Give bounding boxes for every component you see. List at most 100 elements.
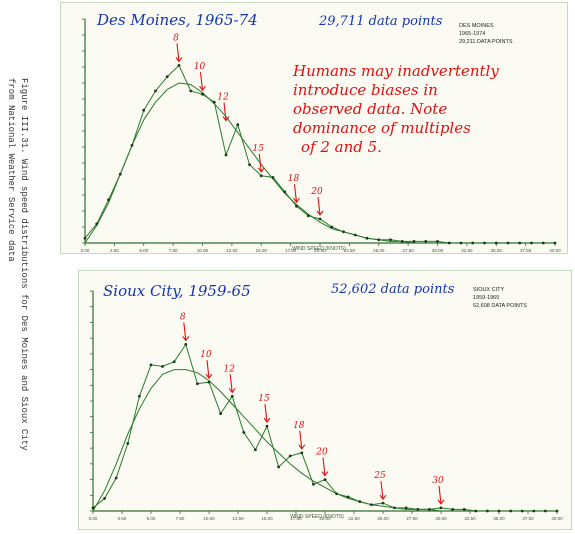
sioux-city-chart-panel: 0.00 2.50 5.00 7.50 10.00 12.50 15.00 17.50 20.0… <box>78 270 572 530</box>
data-point <box>555 509 559 513</box>
data-point <box>436 240 439 243</box>
x-tick-label: 15.00 <box>261 516 273 521</box>
x-tick-label: 5.00 <box>139 248 148 253</box>
x-tick-label: 12.50 <box>232 516 244 521</box>
data-point <box>506 241 510 245</box>
annotation-arrowhead <box>199 85 206 92</box>
x-tick-label: 37.50 <box>522 516 534 521</box>
data-point <box>306 214 310 218</box>
data-point <box>91 506 95 510</box>
sioux-city-chart: 0.00 2.50 5.00 7.50 10.00 12.50 15.00 17.50 20.0… <box>89 282 564 521</box>
data-point <box>300 451 304 455</box>
annotation-label: 20 <box>315 448 328 458</box>
annotation-arrow <box>206 360 210 379</box>
data-point <box>330 225 334 229</box>
data-point <box>553 241 557 245</box>
annotation-arrowhead <box>257 167 265 173</box>
annotation-arrow <box>299 430 303 449</box>
legend-line: DES MOINES <box>459 23 494 29</box>
data-point <box>416 508 420 511</box>
data-point <box>189 89 193 93</box>
annotation-arrowhead <box>293 197 300 204</box>
data-point <box>161 365 164 368</box>
x-tick-label: 25.00 <box>377 516 389 521</box>
data-point <box>295 204 298 208</box>
annotation-arrowhead <box>205 373 213 380</box>
data-point <box>358 500 362 503</box>
data-point <box>459 241 463 245</box>
x-tick-label: 27.50 <box>406 516 418 521</box>
annotation-arrow <box>176 43 180 62</box>
data-point <box>107 198 110 202</box>
data-point <box>224 153 228 157</box>
annotation-arrow <box>183 322 187 341</box>
annotation-label: 25 <box>373 471 386 481</box>
des-moines-chart: 0.00 2.50 5.00 7.50 10.00 12.50 15.00 17.50 20.0… <box>81 11 562 253</box>
annotation-arrowhead <box>379 494 387 501</box>
annotation-label: 18 <box>293 421 305 431</box>
data-point <box>212 100 216 104</box>
data-point <box>544 509 547 513</box>
annotation-arrowhead <box>228 387 236 394</box>
data-point <box>138 394 141 398</box>
x-tick-label: 0.00 <box>89 516 98 521</box>
data-point <box>95 222 99 226</box>
data-point <box>130 144 134 147</box>
data-point <box>428 508 431 511</box>
data-point <box>114 476 118 480</box>
x-tick-label: 30.00 <box>432 248 444 253</box>
x-tick-label: 7.50 <box>169 248 178 253</box>
data-point <box>370 503 373 507</box>
data-point <box>288 454 292 458</box>
x-axis-label: WIND SPEED (KNOTS) <box>290 514 344 520</box>
data-point <box>172 360 176 364</box>
annotation-arrowhead <box>316 210 324 216</box>
handwritten-count: 52,602 data points <box>331 282 455 297</box>
data-point <box>236 123 240 126</box>
annotation-label: 10 <box>194 62 206 72</box>
data-point <box>483 241 486 245</box>
data-point <box>381 501 385 505</box>
annotation-arrow <box>293 184 298 203</box>
data-point <box>230 394 234 398</box>
data-point <box>312 482 315 486</box>
annotation-arrow <box>264 404 268 423</box>
data-point <box>219 412 223 415</box>
data-point <box>242 431 246 434</box>
data-point <box>83 236 87 240</box>
data-point <box>541 241 545 245</box>
annotation-arrowhead <box>437 499 445 505</box>
data-point <box>154 89 157 93</box>
data-point <box>318 217 322 221</box>
fitted-curve <box>92 369 557 512</box>
annotation-arrow <box>322 457 326 476</box>
data-point <box>103 497 106 500</box>
x-tick-label: 22.50 <box>344 248 356 253</box>
caption-line-1: Figure III.31. Wind speed distributions … <box>19 78 29 451</box>
data-point <box>532 509 536 513</box>
caption-text: Figure III.31. Wind speed distributions … <box>4 78 30 451</box>
x-tick-label: 7.50 <box>176 516 185 521</box>
data-point <box>509 509 512 513</box>
annotation-arrow <box>438 485 442 504</box>
data-point <box>471 241 475 245</box>
data-point <box>474 509 478 513</box>
handwritten-count: 29,711 data points <box>318 14 443 29</box>
annotation-arrowhead <box>298 444 306 450</box>
x-tick-label: 35.00 <box>493 516 505 521</box>
observed-line <box>92 343 557 512</box>
des-moines-chart-panel: 0.00 2.50 5.00 7.50 10.00 12.50 15.00 17.50 20.0… <box>60 2 568 254</box>
annotation-arrowhead <box>182 336 190 342</box>
data-point <box>424 240 428 243</box>
data-point <box>520 509 524 513</box>
x-tick-label: 20.00 <box>319 516 331 521</box>
x-tick-label: 10.00 <box>197 248 209 253</box>
x-tick-label: 2.50 <box>118 516 127 521</box>
x-tick-label: 40.00 <box>551 516 563 521</box>
x-tick-label: 15.00 <box>256 248 268 253</box>
data-point <box>486 509 489 513</box>
data-point <box>451 508 454 511</box>
data-point <box>142 108 146 112</box>
annotation-arrow <box>317 196 321 216</box>
